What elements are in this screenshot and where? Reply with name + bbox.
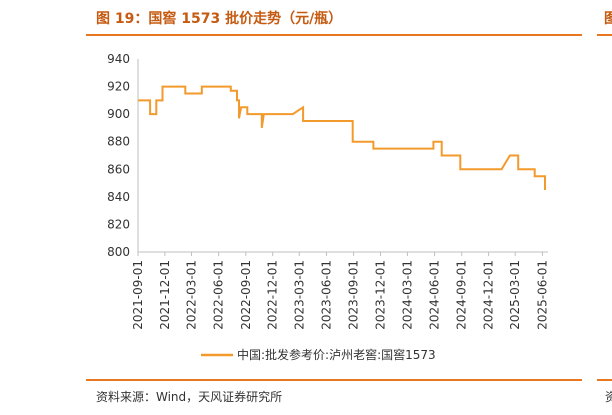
- y-tick-label: 800: [107, 245, 130, 259]
- x-tick-label: 2022-12-01: [266, 260, 280, 330]
- x-tick-label: 2025-03-01: [508, 260, 522, 330]
- y-tick-label: 920: [107, 80, 130, 94]
- x-tick-label: 2025-06-01: [535, 260, 549, 330]
- figure-title: 图 19：国窖 1573 批价走势（元/瓶）: [96, 11, 343, 27]
- x-tick-label: 2023-03-01: [292, 260, 306, 330]
- top-rule: [86, 34, 582, 36]
- y-tick-label: 840: [107, 190, 130, 204]
- x-axis: 2021-09-01 2021-12-01 2022-03-01 2022-06-01…: [131, 251, 549, 330]
- x-tick-label: 2024-03-01: [400, 260, 414, 330]
- series-line: [138, 85, 546, 190]
- x-tick-label: 2022-03-01: [184, 260, 198, 330]
- y-tick-label: 940: [107, 52, 130, 66]
- y-tick-label: 880: [107, 135, 130, 149]
- y-tick-label: 860: [107, 162, 130, 176]
- x-tick-label: 2024-06-01: [428, 260, 442, 330]
- bottom-rule-adjacent: [597, 379, 612, 381]
- x-tick-label: 2023-06-01: [319, 260, 333, 330]
- legend-label: 中国:批发参考价:泸州老窖:国窖1573: [237, 347, 436, 362]
- x-tick-label: 2021-12-01: [158, 260, 172, 330]
- bottom-rule: [86, 379, 582, 381]
- adjacent-figure-title-fragment: 图: [604, 11, 612, 27]
- x-tick-label: 2021-09-01: [131, 260, 145, 330]
- x-tick-label: 2022-09-01: [239, 260, 253, 330]
- x-tick-label: 2023-12-01: [374, 260, 388, 330]
- series-group: [138, 85, 546, 190]
- x-tick-label: 2022-06-01: [212, 260, 226, 330]
- source-note: 资料来源：Wind，天风证券研究所: [96, 390, 283, 404]
- x-tick-label: 2023-09-01: [347, 260, 361, 330]
- x-tick-label: 2024-12-01: [482, 260, 496, 330]
- top-rule-adjacent: [597, 34, 612, 36]
- y-tick-label: 820: [107, 217, 130, 231]
- x-tick-label: 2024-09-01: [455, 260, 469, 330]
- y-tick-label: 900: [107, 107, 130, 121]
- adjacent-source-fragment: 资: [605, 390, 612, 404]
- y-axis: 800 820 840 860 880 900 920 940: [107, 52, 139, 259]
- legend: 中国:批发参考价:泸州老窖:国窖1573: [201, 347, 436, 362]
